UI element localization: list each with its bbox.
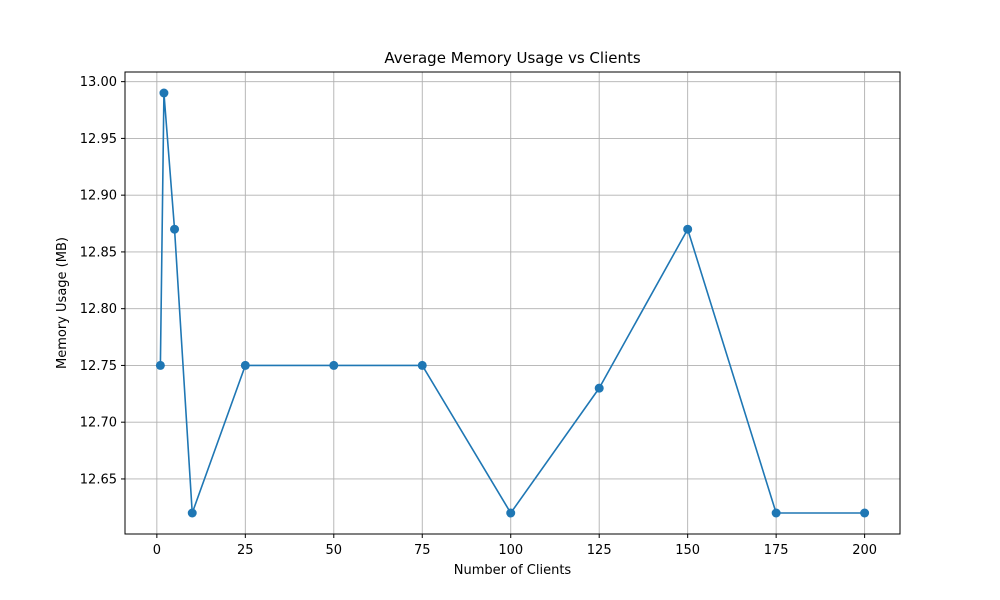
y-tick-label: 12.75 — [80, 359, 117, 374]
chart-title: Average Memory Usage vs Clients — [384, 49, 641, 67]
y-tick-label: 12.85 — [80, 245, 117, 260]
data-point — [159, 88, 169, 98]
x-tick-label: 200 — [852, 543, 877, 558]
x-tick-label: 50 — [326, 543, 343, 558]
y-tick-label: 12.95 — [80, 132, 117, 147]
data-point — [417, 360, 427, 370]
data-point — [155, 360, 165, 370]
x-tick-label: 100 — [498, 543, 523, 558]
data-point — [329, 360, 339, 370]
data-point — [170, 224, 180, 234]
series-line — [159, 92, 865, 514]
data-point — [240, 360, 250, 370]
data-point — [683, 224, 693, 234]
data-point — [771, 508, 781, 518]
ticks: 0 25 50 75 100 125 150 175 200 12.65 12.70 12.75 12.… — [80, 75, 877, 558]
data-point — [506, 508, 516, 518]
x-tick-label: 150 — [675, 543, 700, 558]
y-axis-label: Memory Usage (MB) — [55, 237, 70, 369]
data-point — [594, 383, 604, 393]
y-tick-label: 12.80 — [80, 302, 117, 317]
data-point — [187, 508, 197, 518]
x-tick-label: 0 — [153, 543, 161, 558]
plot-frame — [124, 71, 901, 535]
series-layer — [155, 88, 870, 518]
y-tick-label: 12.65 — [80, 472, 117, 487]
x-tick-label: 125 — [587, 543, 612, 558]
x-tick-label: 25 — [237, 543, 254, 558]
y-tick-label: 12.90 — [80, 189, 117, 204]
x-tick-label: 75 — [414, 543, 431, 558]
y-tick-label: 12.70 — [80, 416, 117, 431]
x-axis-label: Number of Clients — [454, 563, 572, 578]
data-point — [860, 508, 870, 518]
x-tick-label: 175 — [764, 543, 789, 558]
y-tick-label: 13.00 — [80, 75, 117, 90]
